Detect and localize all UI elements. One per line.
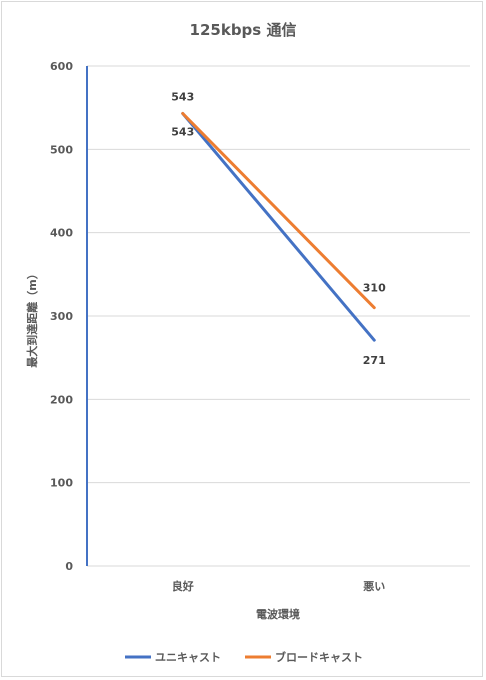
- data-label: 543: [171, 91, 194, 104]
- legend: ユニキャスト ブロードキャスト: [125, 650, 363, 664]
- y-tick-label: 0: [65, 560, 73, 573]
- gridlines: [87, 65, 470, 567]
- x-axis-tick-labels: 良好 悪い: [172, 579, 386, 593]
- y-tick-label: 600: [50, 60, 73, 73]
- series-lines: [181, 112, 376, 342]
- x-tick-label: 良好: [172, 579, 194, 593]
- series-line: [181, 112, 376, 342]
- data-label: 543: [171, 126, 194, 139]
- y-tick-label: 100: [50, 477, 73, 490]
- data-label: 271: [363, 354, 386, 367]
- x-tick-label: 悪い: [363, 580, 385, 593]
- y-tick-label: 500: [50, 143, 73, 156]
- chart-title: 125kbps 通信: [190, 21, 297, 39]
- legend-label: ブロードキャスト: [275, 650, 363, 664]
- y-tick-label: 300: [50, 310, 73, 323]
- y-tick-label: 200: [50, 393, 73, 406]
- y-axis-label: 最大到達距離（m）: [25, 268, 39, 367]
- series-line: [181, 112, 376, 310]
- y-tick-label: 400: [50, 227, 73, 240]
- x-axis-label: 電波環境: [256, 607, 300, 621]
- data-label: 310: [363, 282, 386, 295]
- y-axis-tick-labels: 0 100 200 300 400 500 600: [50, 60, 73, 573]
- data-labels: 543 271 543 310: [171, 91, 386, 368]
- legend-label: ユニキャスト: [155, 651, 221, 664]
